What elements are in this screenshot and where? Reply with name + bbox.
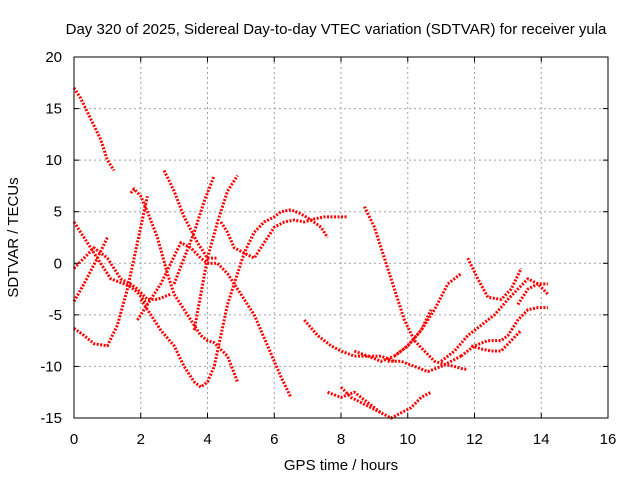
- x-tick-label: 14: [533, 431, 550, 448]
- series-sat-24: [516, 282, 548, 306]
- y-tick-label: 0: [54, 255, 62, 272]
- x-tick-label: 2: [137, 431, 145, 448]
- series-sat-21: [440, 277, 549, 363]
- y-tick-label: 10: [45, 152, 62, 169]
- x-tick-labels: 0 2 4 6 8 10 12 14 16: [70, 431, 617, 448]
- data-series-group: [72, 87, 549, 420]
- series-sat-1: [72, 87, 116, 172]
- series-sat-8: [139, 208, 329, 389]
- x-tick-label: 8: [337, 431, 345, 448]
- y-axis-label: SDTVAR / TECUs: [5, 177, 22, 297]
- x-tick-label: 16: [600, 431, 617, 448]
- y-tick-label: -10: [40, 358, 62, 375]
- series-sat-5: [73, 195, 149, 348]
- x-tick-label: 4: [203, 431, 211, 448]
- series-sat-14: [327, 390, 432, 420]
- chart-grid: [74, 57, 608, 418]
- series-sat-2: [72, 246, 172, 301]
- y-tick-labels: -15 -10 -5 0 5 10 15 20: [40, 49, 62, 427]
- series-sat-17: [353, 309, 433, 363]
- series-sat-22: [460, 306, 548, 358]
- series-sat-16: [363, 205, 469, 371]
- series-sat-20: [466, 257, 523, 301]
- chart-title: Day 320 of 2025, Sidereal Day-to-day VTE…: [66, 21, 607, 38]
- y-tick-label: 20: [45, 49, 62, 66]
- y-tick-label: -5: [49, 307, 62, 324]
- x-tick-label: 0: [70, 431, 78, 448]
- series-sat-9: [162, 169, 218, 260]
- series-sat-18: [387, 354, 462, 374]
- series-sat-15: [339, 386, 382, 415]
- series-sat-4: [72, 236, 109, 303]
- axis-ticks: [73, 56, 609, 419]
- series-sat-19: [393, 272, 463, 358]
- series-sat-3: [72, 221, 149, 306]
- series-sat-10: [172, 175, 216, 285]
- series-sat-11: [192, 174, 239, 331]
- series-sat-23: [470, 329, 523, 353]
- series-sat-12: [219, 215, 348, 260]
- y-tick-label: 5: [54, 204, 62, 221]
- series-sat-7: [136, 241, 293, 399]
- x-axis-label: GPS time / hours: [284, 457, 398, 474]
- x-tick-label: 6: [270, 431, 278, 448]
- y-tick-label: -15: [40, 410, 62, 427]
- y-tick-label: 15: [45, 101, 62, 118]
- x-tick-label: 10: [399, 431, 416, 448]
- series-sat-6: [129, 187, 239, 383]
- series-sat-13: [303, 319, 395, 363]
- x-tick-label: 12: [466, 431, 483, 448]
